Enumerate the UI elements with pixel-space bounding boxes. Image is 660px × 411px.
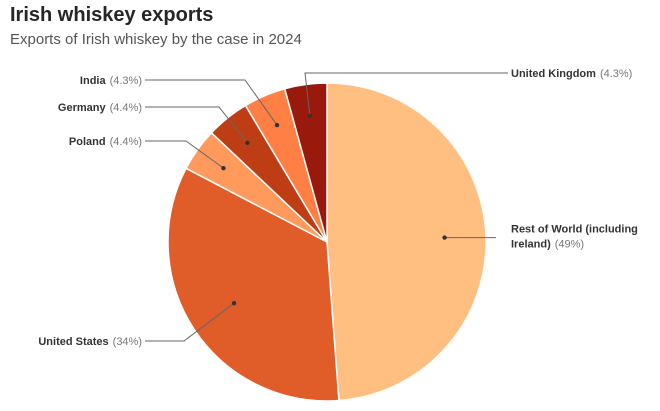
slice-label-name: United States xyxy=(38,336,108,348)
leader-line-united-states xyxy=(145,302,235,342)
leader-line-united-kingdom xyxy=(304,72,508,117)
leader-line-germany xyxy=(145,106,248,144)
slice-label-india: India (4.3%) xyxy=(80,75,142,87)
pie-slices xyxy=(167,82,487,402)
slice-label-name: Poland xyxy=(69,136,106,148)
slice-label-germany: Germany (4.4%) xyxy=(58,102,142,114)
chart-title: Irish whiskey exports xyxy=(10,4,214,26)
leader-dot-united-states xyxy=(231,300,237,306)
slice-label-pct: (34%) xyxy=(113,336,142,348)
slice-label-pct: (4.3%) xyxy=(110,75,142,87)
slice-label-name: Rest of World (including xyxy=(511,224,638,236)
slice-label-united-kingdom: United Kingdom (4.3%) xyxy=(511,68,632,80)
slice-label-name: Germany xyxy=(58,102,107,114)
pie-labels: Rest of World (including Ireland) (49%) Uni… xyxy=(38,68,638,348)
chart-subtitle: Exports of Irish whiskey by the case in … xyxy=(10,31,302,48)
slice-label-name: Ireland) xyxy=(511,239,551,251)
leader-line-india xyxy=(145,79,278,126)
leader-dot-united-kingdom xyxy=(307,113,313,119)
leader-dot-poland xyxy=(221,165,226,171)
slice-label-name: India xyxy=(80,75,107,87)
pie-slice-rest-of-world-including-ireland[interactable] xyxy=(326,82,487,402)
slice-label-name: United Kingdom xyxy=(511,68,596,80)
leader-line-poland xyxy=(145,140,224,169)
leader-dot-india xyxy=(274,122,280,128)
leader-dot-germany xyxy=(245,140,250,145)
pie-slice-united-kingdom[interactable] xyxy=(283,82,328,243)
slice-label-pct: (4.4%) xyxy=(110,102,142,114)
slice-label-united-states: United States (34%) xyxy=(38,336,142,348)
slice-label-poland: Poland (4.4%) xyxy=(69,136,142,148)
leader-dot-rest-of-world-including-ireland xyxy=(442,235,447,240)
slice-label-pct: (49%) xyxy=(555,239,584,251)
slice-label-pct: (4.3%) xyxy=(600,68,632,80)
slice-label-pct: (4.4%) xyxy=(110,136,142,148)
slice-label-rest-of-world-including-ireland: Rest of World (including Ireland) (49%) xyxy=(511,224,638,251)
